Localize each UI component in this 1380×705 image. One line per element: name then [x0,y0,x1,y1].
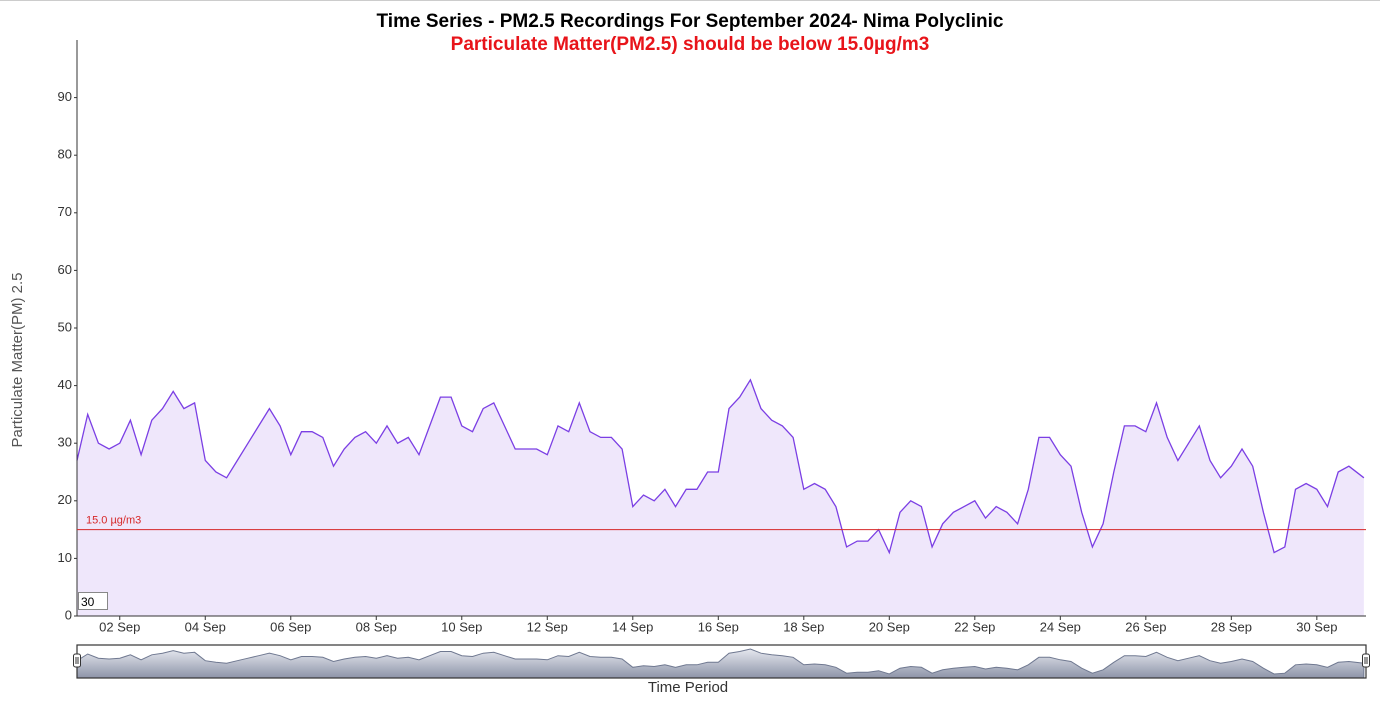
y-tick-label: 10 [58,550,72,565]
x-tick-label: 12 Sep [527,619,568,634]
x-tick-label: 14 Sep [612,619,653,634]
navigator-area [76,648,1365,679]
x-tick-label: 08 Sep [356,619,397,634]
zoom-input[interactable]: 30 [78,592,108,610]
chart-title: Time Series - PM2.5 Recordings For Septe… [377,11,1004,32]
y-tick-label: 20 [58,492,72,507]
y-tick-label: 30 [58,435,72,450]
y-tick-label: 0 [65,607,72,622]
y-tick-label: 40 [58,377,72,392]
x-tick-label: 28 Sep [1211,619,1252,634]
x-tick-label: 06 Sep [270,619,311,634]
chart-subtitle: Particulate Matter(PM2.5) should be belo… [451,34,930,55]
x-tick-label: 02 Sep [99,619,140,634]
x-tick-label: 24 Sep [1040,619,1081,634]
y-axis-label: Particulate Matter(PM) 2.5 [9,272,26,447]
y-tick-label: 60 [58,262,72,277]
x-tick-label: 18 Sep [783,619,824,634]
y-tick-label: 80 [58,147,72,162]
x-axis-label: Time Period [648,679,728,696]
navigator-handle[interactable] [73,653,81,668]
x-tick-label: 16 Sep [698,619,739,634]
area [77,379,1364,616]
y-tick-label: 70 [58,204,72,219]
x-tick-label: 30 Sep [1296,619,1337,634]
threshold-label: 15.0 µg/m3 [86,515,141,527]
series-line [76,378,1365,555]
navigator-handle[interactable] [1362,653,1370,668]
x-tick-label: 22 Sep [954,619,995,634]
x-tick-label: 26 Sep [1125,619,1166,634]
y-tick-label: 90 [58,89,72,104]
x-tick-label: 20 Sep [869,619,910,634]
x-tick-label: 04 Sep [185,619,226,634]
y-tick-label: 50 [58,319,72,334]
x-tick-label: 10 Sep [441,619,482,634]
